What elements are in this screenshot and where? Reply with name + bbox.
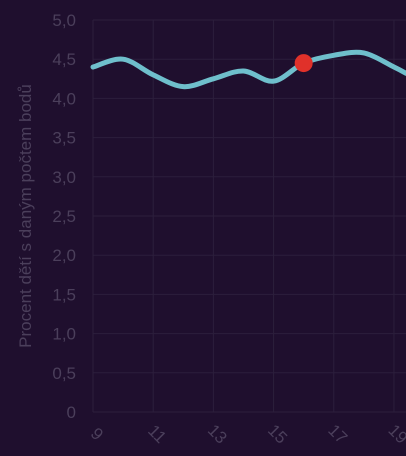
y-tick-label: 2,0: [52, 246, 76, 265]
y-tick-label: 3,5: [52, 129, 76, 148]
x-tick-labels: 9 11 13 15 17 19: [87, 421, 406, 448]
x-tick-label: 11: [144, 421, 170, 447]
x-tick-label: 17: [324, 421, 351, 448]
y-tick-label: 1,0: [52, 325, 76, 344]
x-tick-label: 15: [264, 421, 291, 448]
y-tick-label: 4,0: [52, 89, 76, 108]
y-tick-label: 1,5: [52, 285, 76, 304]
x-tick-label: 13: [204, 421, 231, 448]
highlight-point[interactable]: [294, 54, 313, 73]
y-tick-label: 0,5: [52, 364, 76, 383]
y-tick-label: 4,5: [52, 50, 76, 69]
y-tick-label: 5,0: [52, 11, 76, 30]
y-tick-labels: 0 0,5 1,0 1,5 2,0 2,5 3,0 3,5 4,0 4,5 5,0: [52, 11, 76, 422]
y-tick-label: 2,5: [52, 207, 76, 226]
y-axis-label: Procent dětí s daným počtem bodů: [16, 84, 35, 348]
x-tick-label: 9: [87, 424, 107, 444]
y-tick-label: 0: [67, 403, 76, 422]
y-tick-label: 3,0: [52, 168, 76, 187]
highlight-layer: [294, 54, 313, 73]
grid-lines: [92, 19, 406, 413]
x-tick-label: 19: [384, 421, 406, 448]
series-line: [90, 49, 406, 90]
series-layer: [90, 49, 406, 90]
